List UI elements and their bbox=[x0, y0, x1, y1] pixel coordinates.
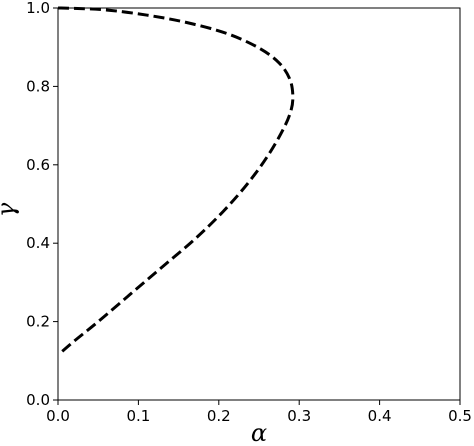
x-tick-label: 0.4 bbox=[368, 407, 392, 425]
series-line-0 bbox=[57, 6, 295, 355]
y-tick-label: 0.8 bbox=[26, 77, 50, 95]
y-tick-label: 0.6 bbox=[26, 156, 50, 174]
y-axis-ticks: 0.0 0.2 0.4 0.6 0.8 1.0 bbox=[26, 0, 58, 409]
x-axis-ticks: 0.0 0.1 0.2 0.3 0.4 0.5 bbox=[46, 400, 472, 425]
x-tick-label: 0.0 bbox=[46, 407, 70, 425]
y-tick-label: 0.4 bbox=[26, 234, 50, 252]
plot-frame bbox=[57, 7, 461, 401]
y-axis-label: γ bbox=[0, 202, 20, 217]
x-tick-label: 0.1 bbox=[126, 407, 150, 425]
x-tick-label: 0.5 bbox=[448, 407, 472, 425]
y-tick-label: 1.0 bbox=[26, 0, 50, 17]
x-tick-label: 0.2 bbox=[207, 407, 231, 425]
x-axis-label: α bbox=[251, 419, 267, 446]
x-tick-label: 0.3 bbox=[287, 407, 311, 425]
y-tick-label: 0.0 bbox=[26, 391, 50, 409]
series-layer bbox=[57, 6, 295, 355]
y-tick-label: 0.2 bbox=[26, 313, 50, 331]
